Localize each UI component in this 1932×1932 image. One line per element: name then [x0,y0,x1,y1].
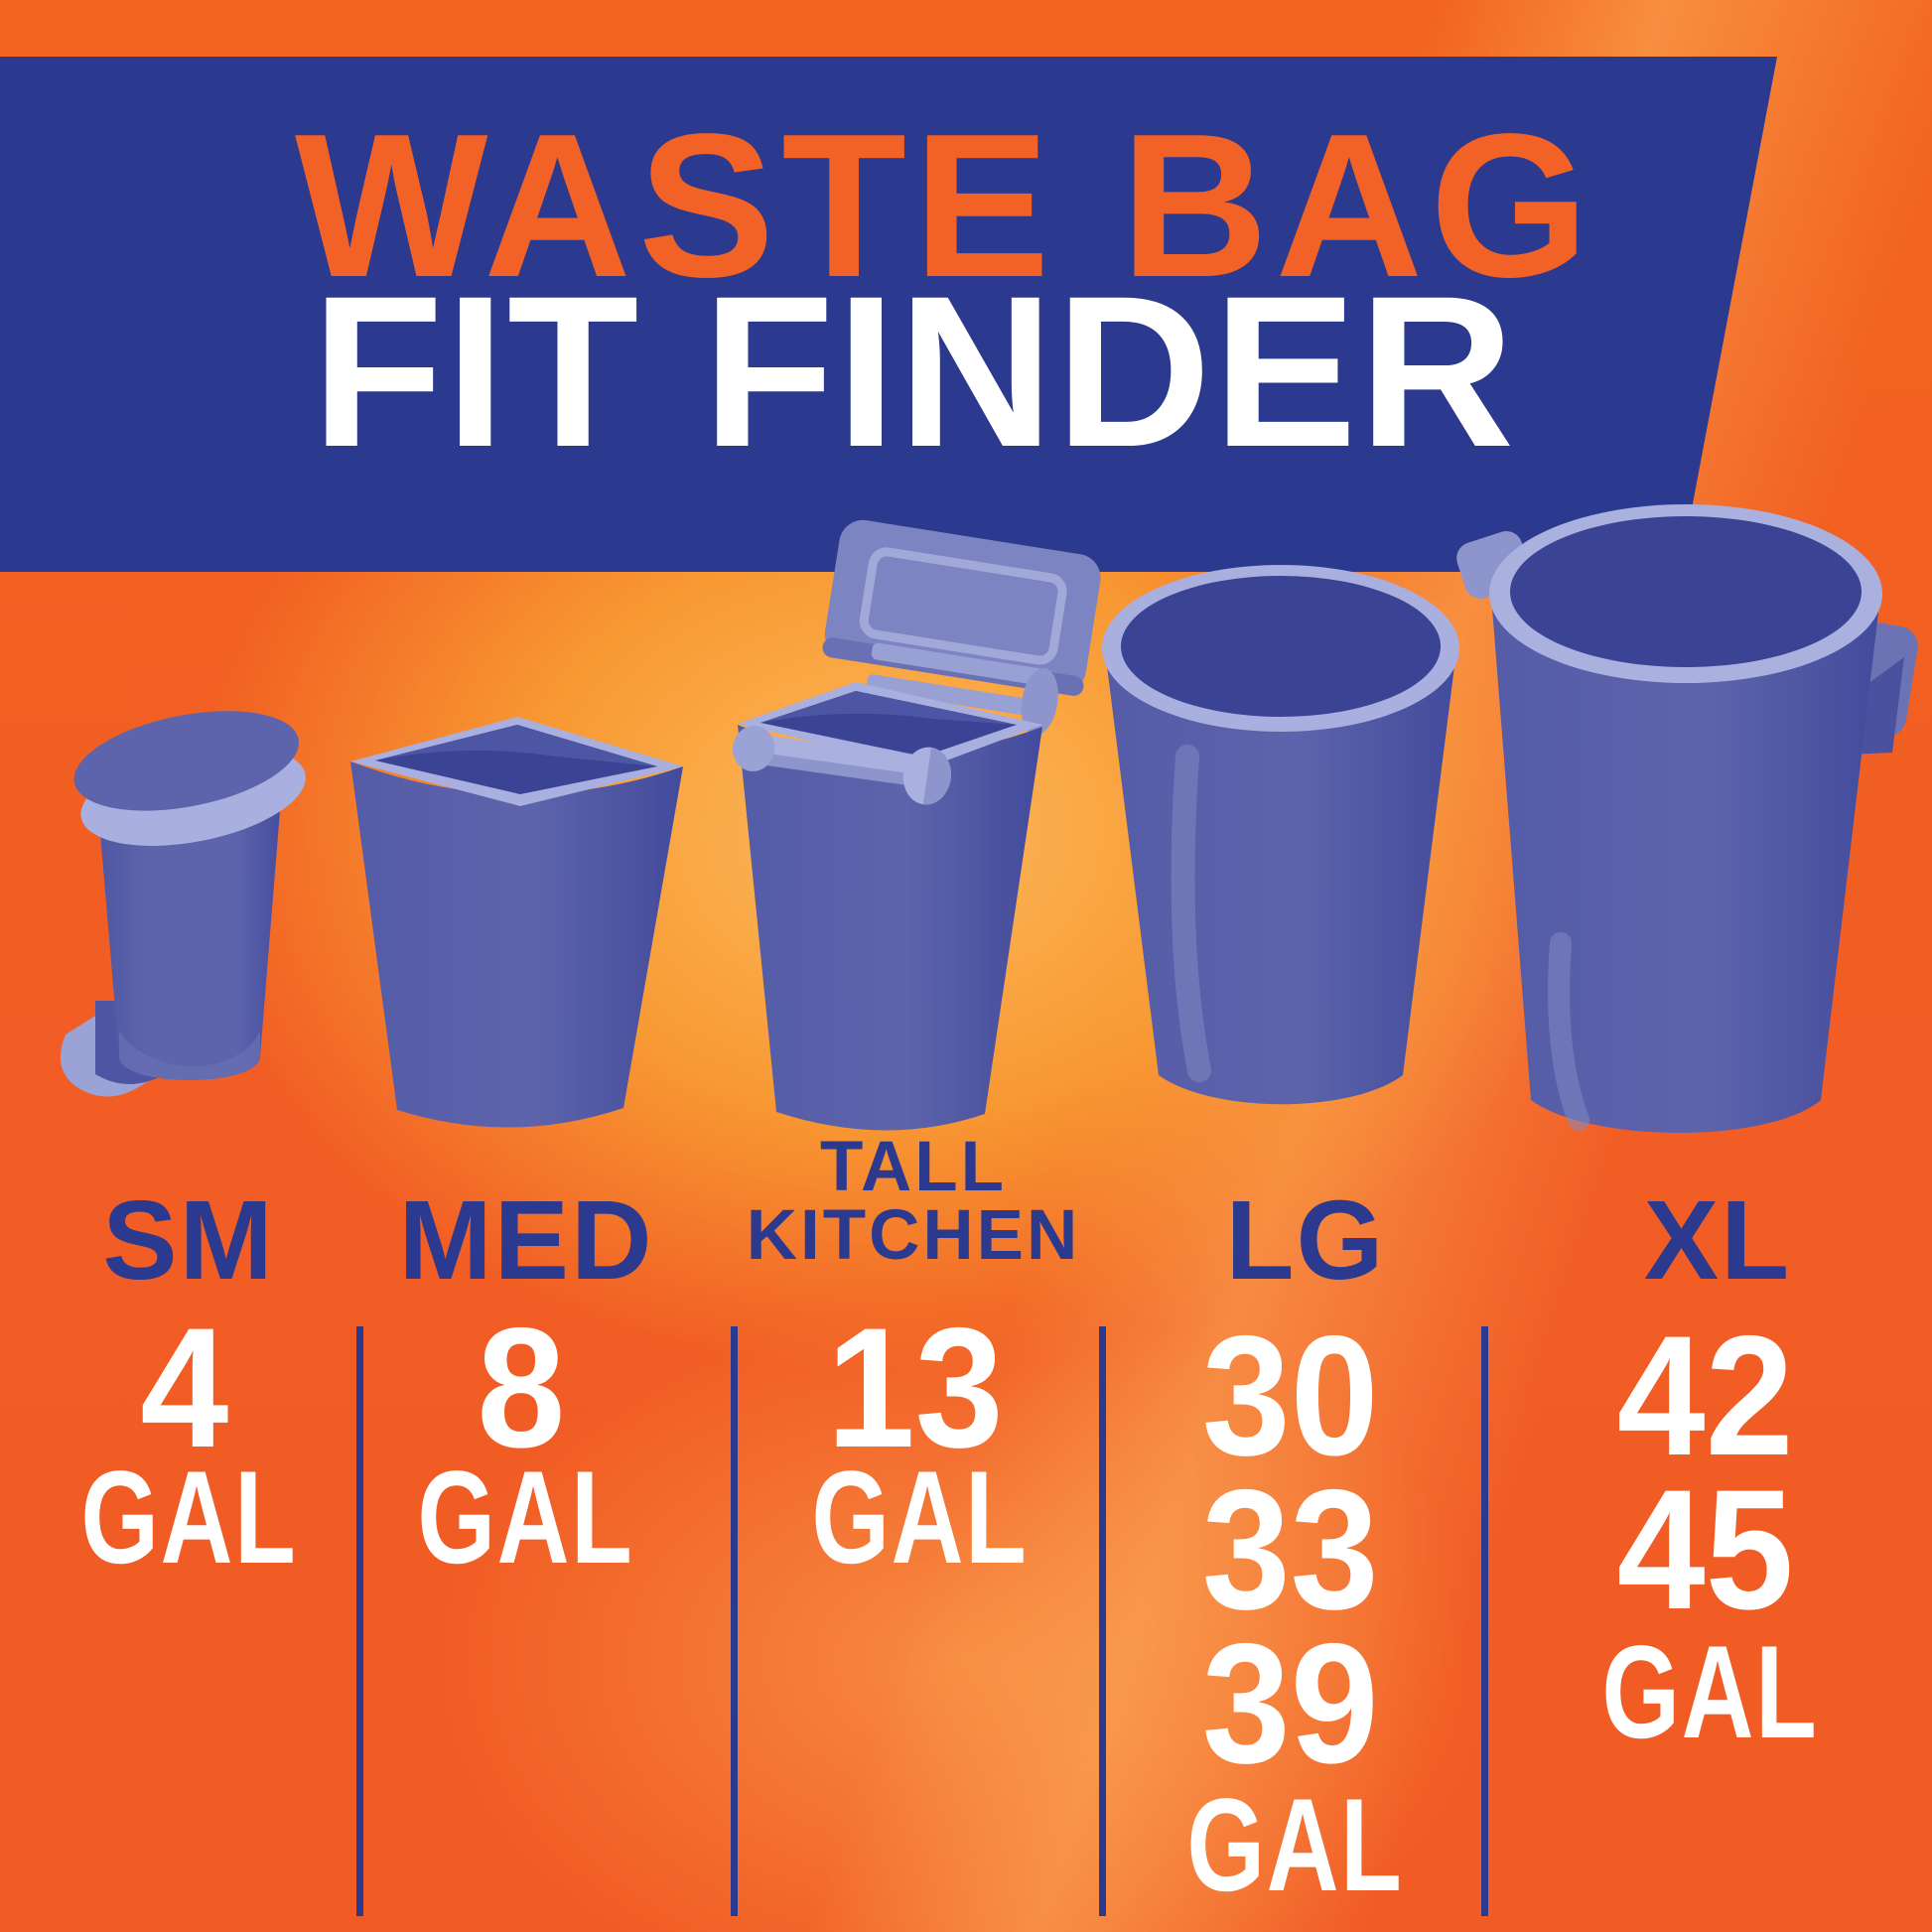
size-label-sm: SM [102,1177,275,1303]
med-wastebasket-icon [350,717,683,1128]
tall-kitchen-gallon-number: 13 [827,1293,1004,1483]
size-label-xl: XL [1643,1177,1792,1303]
sm-gallon-unit: GAL [0,1452,377,1585]
tall-kitchen-gal-text: GAL [811,1445,1028,1591]
sm-gallon-value: 4 [0,1303,373,1473]
tall-kitchen-can-icon [732,519,1101,1131]
column-divider-3 [1099,1326,1106,1916]
size-label-med: MED [398,1177,654,1303]
size-label-tall-line1: TALL [819,1128,1008,1206]
lg-gallon-number-2: 33 [1202,1454,1379,1645]
lg-gal-text: GAL [1186,1772,1403,1919]
lg-gallon-number-3: 39 [1202,1608,1379,1799]
xl-gallon-number-2: 45 [1617,1454,1794,1645]
tall-kitchen-gallon-unit: GAL [731,1452,1108,1585]
lg-gallon-number-1: 30 [1202,1301,1379,1491]
xl-round-can-icon [1456,504,1918,1133]
lg-gallon-value-3: 39 [1102,1618,1479,1789]
med-gallon-value: 8 [333,1303,710,1473]
lg-round-can-icon [1102,565,1459,1105]
lg-gallon-unit: GAL [1106,1780,1483,1912]
lg-gallon-value-1: 30 [1102,1311,1479,1481]
med-gal-text: GAL [417,1445,633,1591]
sm-gallon-number: 4 [140,1293,229,1483]
med-gallon-number: 8 [477,1293,566,1483]
tall-kitchen-gallon-value: 13 [727,1303,1104,1473]
column-divider-2 [731,1326,738,1916]
xl-gallon-number-1: 42 [1617,1301,1794,1491]
sm-step-can-icon [60,711,306,1097]
poster-title-line2: FIT FINDER [312,251,1517,491]
column-divider-1 [356,1326,363,1916]
xl-gallon-unit: GAL [1521,1627,1898,1759]
size-label-tall-line2: KITCHEN [746,1196,1081,1275]
column-divider-4 [1481,1326,1488,1916]
poster-title-line1: WASTE BAG [295,91,1596,320]
xl-gal-text: GAL [1601,1619,1818,1766]
size-label-tall-kitchen: TALL KITCHEN [685,1132,1142,1271]
size-label-lg: LG [1225,1177,1386,1303]
lg-gallon-value-2: 33 [1102,1464,1479,1635]
med-gallon-unit: GAL [337,1452,714,1585]
xl-gallon-value-1: 42 [1517,1311,1894,1481]
xl-gallon-value-2: 45 [1517,1464,1894,1635]
sm-gal-text: GAL [80,1445,297,1591]
